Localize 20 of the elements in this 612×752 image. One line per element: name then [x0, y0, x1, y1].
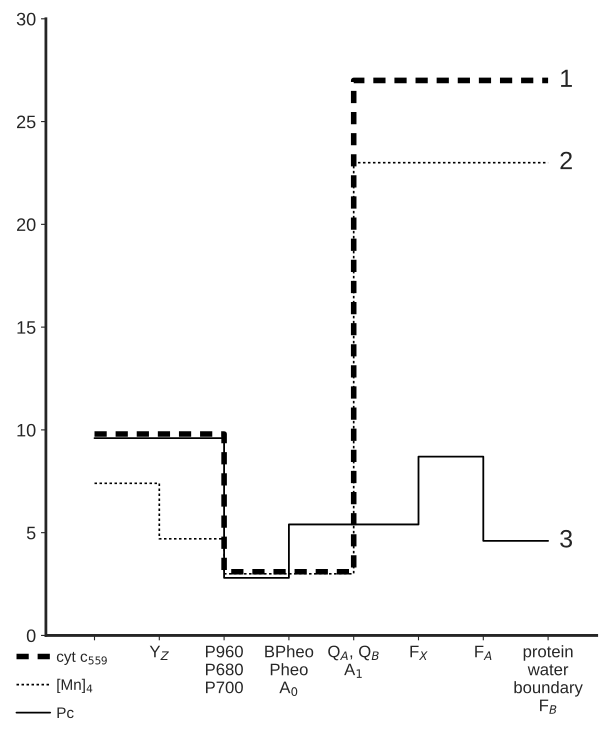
category-label: Q$_{A}$, Q$_{B}$ A$_{1}$	[328, 646, 379, 678]
y-tick-label: 25	[17, 116, 36, 128]
annotation: 3	[560, 530, 572, 548]
legend-label: cyt c$_{559}$	[56, 652, 107, 665]
y-tick-label: 10	[17, 424, 36, 437]
y-tick-label: 30	[16, 12, 36, 26]
legend-label: Pc	[57, 707, 74, 718]
x-tick-label: BPheo Pheo A$_{0}$	[265, 645, 314, 696]
y-tick-label: 20	[17, 218, 36, 232]
x-tick-label: F$_{A}$	[475, 646, 492, 660]
x-tick-label: P960 P680 P700	[206, 646, 243, 694]
x-tick-label: F$_{X}$	[410, 646, 428, 660]
legend-label: [Mn]$_{4}$	[57, 678, 92, 694]
y-tick-label: 0	[26, 629, 36, 642]
y-tick-label: 5	[26, 526, 36, 540]
annotation: 1	[561, 70, 572, 87]
x-tick-label: protein water boundary F$_{B}$	[514, 645, 583, 714]
x-tick-label: Y$_{Z}$	[150, 646, 169, 660]
y-tick-label: 15	[17, 321, 36, 334]
annotation: 2	[560, 152, 572, 170]
